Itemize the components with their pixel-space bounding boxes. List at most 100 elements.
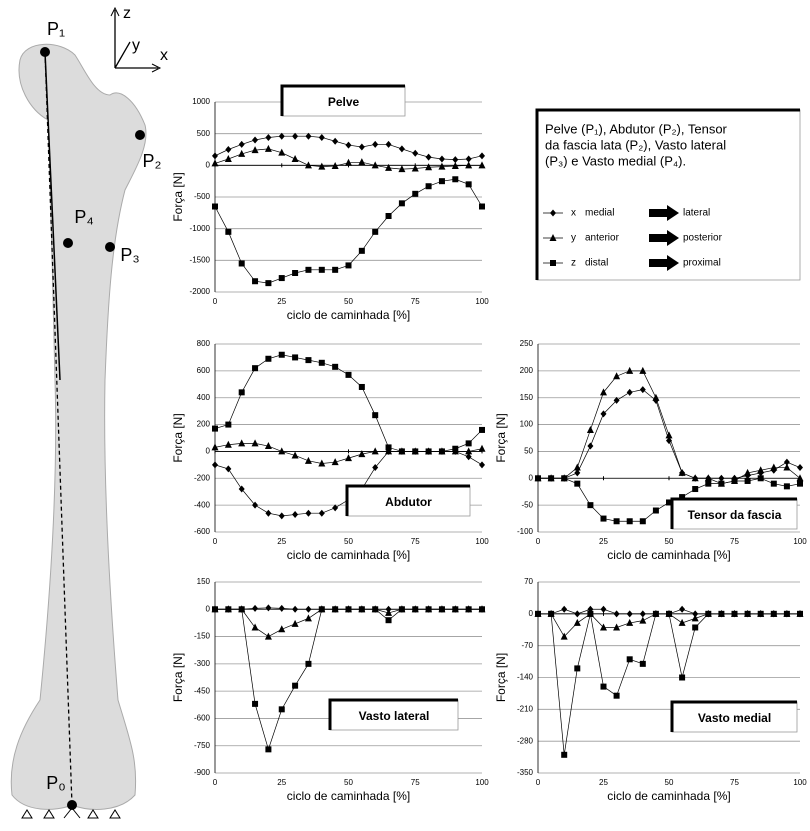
x-tick-label: 25 <box>277 778 286 787</box>
point <box>692 486 698 492</box>
x-tick-label: 25 <box>277 297 286 306</box>
chart-title: Abdutor <box>385 495 432 509</box>
y-tick-label: -70 <box>521 641 533 650</box>
point <box>359 248 365 254</box>
y-tick-label: -150 <box>194 632 211 641</box>
point <box>797 611 803 617</box>
point <box>346 262 352 268</box>
femur-point-label: P₃ <box>120 245 139 265</box>
point <box>574 464 581 471</box>
point <box>212 204 218 210</box>
point <box>332 138 338 145</box>
y-tick-label: -750 <box>194 741 211 750</box>
point <box>479 445 486 452</box>
point <box>653 611 659 617</box>
point <box>265 280 271 286</box>
point <box>319 510 325 517</box>
point <box>653 508 659 514</box>
point <box>252 605 258 612</box>
femur-point-label: P₀ <box>46 773 65 793</box>
point <box>587 502 593 508</box>
point <box>452 176 458 182</box>
point <box>614 518 620 524</box>
y-axis-label: Força [N] <box>171 413 185 462</box>
y-tick-label: -600 <box>194 714 211 723</box>
x-tick-label: 25 <box>277 537 286 546</box>
x-tick-label: 100 <box>475 297 489 306</box>
y-tick-label: -140 <box>517 673 534 682</box>
point <box>705 481 711 487</box>
point <box>466 606 472 612</box>
legend-title: Pelve (P₁), Abdutor (P₂), Tensor <box>545 121 728 136</box>
point <box>359 143 365 150</box>
x-tick-label: 75 <box>411 297 420 306</box>
point <box>627 656 633 662</box>
point <box>601 606 607 613</box>
legend-title: da fascia lata (P₂), Vasto lateral <box>545 137 726 152</box>
y-tick-label: 0 <box>206 604 211 613</box>
point <box>426 606 432 612</box>
point <box>679 675 685 681</box>
point <box>479 204 485 210</box>
point <box>627 518 633 524</box>
point <box>784 611 790 617</box>
series-line <box>538 614 800 755</box>
point <box>372 412 378 418</box>
point <box>386 213 392 219</box>
point <box>292 511 298 518</box>
point <box>279 605 285 612</box>
point <box>561 606 567 613</box>
point <box>574 665 580 671</box>
point <box>479 152 485 159</box>
point <box>319 134 325 141</box>
x-tick-label: 50 <box>665 537 674 546</box>
y-tick-label: -900 <box>194 768 211 777</box>
y-tick-label: 0 <box>206 447 211 456</box>
point <box>319 606 325 612</box>
point <box>479 161 486 168</box>
point <box>797 474 804 481</box>
point <box>265 145 272 152</box>
point <box>465 161 472 168</box>
x-tick-label: 100 <box>475 537 489 546</box>
point <box>439 448 445 454</box>
point <box>239 261 245 267</box>
point <box>666 611 672 617</box>
y-tick-label: -500 <box>194 192 211 201</box>
point <box>732 611 738 617</box>
y-tick-label: -350 <box>517 768 534 777</box>
x-tick-label: 50 <box>344 537 353 546</box>
axis-name: x <box>160 47 168 64</box>
femur-bone <box>11 44 146 809</box>
y-axis-label: Força [N] <box>494 413 508 462</box>
y-tick-label: 250 <box>520 339 534 348</box>
y-tick-label: -1000 <box>190 224 211 233</box>
point <box>771 611 777 617</box>
point <box>225 146 231 153</box>
y-tick-label: -100 <box>517 527 534 536</box>
legend-to: posterior <box>683 233 723 244</box>
point <box>574 610 580 617</box>
point <box>535 611 541 617</box>
y-axis-label: Força [N] <box>171 172 185 221</box>
point <box>252 439 259 446</box>
point <box>587 426 594 433</box>
point <box>718 611 724 617</box>
point <box>239 141 245 148</box>
point <box>212 426 218 432</box>
x-axis-label: ciclo de caminhada [%] <box>607 789 730 803</box>
point <box>797 464 803 471</box>
femur <box>11 8 160 818</box>
point <box>439 606 445 612</box>
legend-title: (P₃) e Vasto medial (P₄). <box>545 153 686 168</box>
point <box>784 483 790 489</box>
point <box>587 443 593 450</box>
point <box>239 389 245 395</box>
x-tick-label: 25 <box>599 537 608 546</box>
point <box>466 440 472 446</box>
point <box>332 267 338 273</box>
point <box>292 606 298 613</box>
point <box>212 606 218 612</box>
femur-point-label: P₂ <box>143 151 162 171</box>
point <box>279 352 285 358</box>
